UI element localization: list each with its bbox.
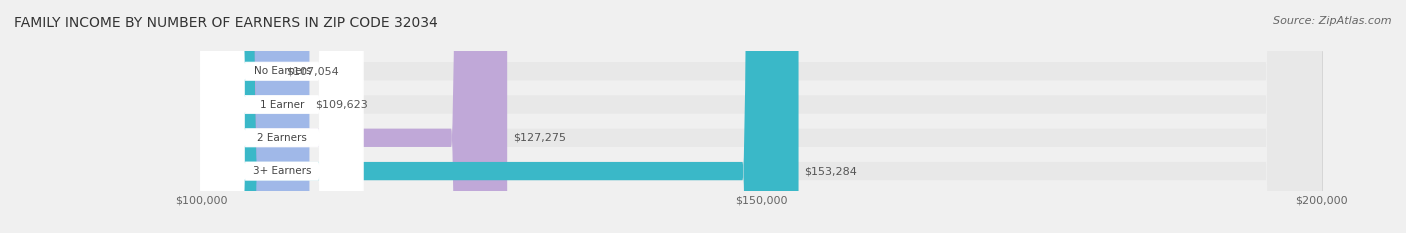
- FancyBboxPatch shape: [201, 0, 1322, 233]
- FancyBboxPatch shape: [201, 0, 363, 233]
- Text: 2 Earners: 2 Earners: [257, 133, 308, 143]
- FancyBboxPatch shape: [201, 0, 363, 233]
- FancyBboxPatch shape: [201, 0, 1322, 233]
- FancyBboxPatch shape: [201, 0, 281, 233]
- Text: $127,275: $127,275: [513, 133, 565, 143]
- FancyBboxPatch shape: [201, 0, 1322, 233]
- Text: Source: ZipAtlas.com: Source: ZipAtlas.com: [1274, 16, 1392, 26]
- FancyBboxPatch shape: [201, 0, 508, 233]
- Text: 1 Earner: 1 Earner: [260, 99, 305, 110]
- Text: $107,054: $107,054: [287, 66, 339, 76]
- Text: No Earners: No Earners: [253, 66, 311, 76]
- FancyBboxPatch shape: [201, 0, 363, 233]
- FancyBboxPatch shape: [201, 0, 309, 233]
- Text: $153,284: $153,284: [804, 166, 858, 176]
- Text: FAMILY INCOME BY NUMBER OF EARNERS IN ZIP CODE 32034: FAMILY INCOME BY NUMBER OF EARNERS IN ZI…: [14, 16, 437, 30]
- FancyBboxPatch shape: [201, 0, 363, 233]
- FancyBboxPatch shape: [201, 0, 1322, 233]
- Text: $109,623: $109,623: [315, 99, 368, 110]
- Text: 3+ Earners: 3+ Earners: [253, 166, 312, 176]
- FancyBboxPatch shape: [201, 0, 799, 233]
